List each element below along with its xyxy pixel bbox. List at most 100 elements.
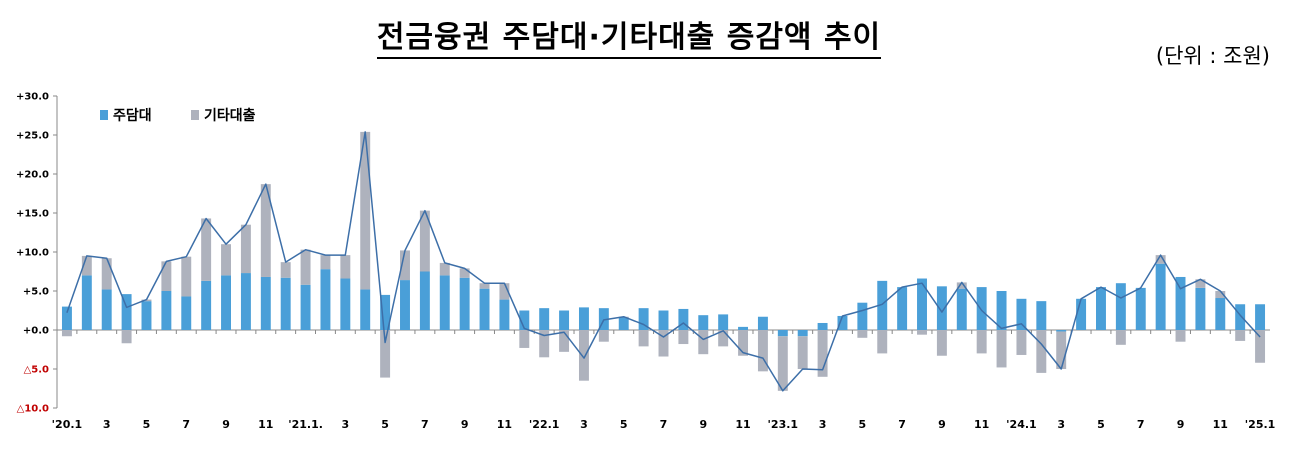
other-loan-bar (519, 330, 530, 348)
other-loan-bar (221, 244, 231, 276)
mortgage-bar (1016, 298, 1027, 330)
other-loan-bar (877, 330, 888, 354)
mortgage-bar (1036, 301, 1047, 330)
other-loan-bar (678, 330, 689, 345)
mortgage-bar (201, 280, 212, 330)
x-tick-label: 7 (898, 418, 906, 431)
mortgage-bar (61, 306, 72, 330)
x-tick-label: 11 (1213, 418, 1228, 431)
mortgage-bar (260, 276, 271, 330)
mortgage-bar (698, 315, 709, 330)
unit-label: (단위 : 조원) (1155, 44, 1270, 68)
other-loan-bar (936, 330, 947, 356)
mortgage-bar (718, 314, 729, 330)
mortgage-bar (459, 277, 470, 330)
x-tick-label: 5 (859, 418, 867, 431)
x-tick-label: 3 (342, 418, 350, 431)
mortgage-bar (340, 278, 351, 330)
other-loan-bar (1016, 330, 1027, 355)
other-loan-bar (1036, 330, 1047, 373)
other-loan-bar (658, 330, 669, 357)
y-tick-label: △5.0 (24, 365, 49, 376)
mortgage-bar (1195, 287, 1206, 330)
other-loan-bar (757, 330, 768, 372)
mortgage-bar (141, 301, 152, 330)
mortgage-bar (1056, 330, 1067, 332)
x-tick-label: 7 (660, 418, 668, 431)
mortgage-bar (578, 307, 589, 330)
other-loan-bar (1195, 279, 1206, 288)
mortgage-bar (380, 294, 391, 330)
chart-title-text: 전금융권 주담대·기타대출 증감액 추이 (376, 20, 882, 59)
other-loan-bar (559, 330, 570, 352)
mortgage-bar (81, 275, 92, 330)
mortgage-bar (479, 288, 490, 330)
mortgage-bar (1155, 263, 1166, 330)
mortgage-bar (956, 288, 967, 330)
mortgage-bar (777, 330, 788, 337)
y-tick-label: +10.0 (16, 248, 49, 259)
mortgage-bar (280, 277, 291, 330)
x-tick-label: 11 (735, 418, 750, 431)
other-loan-bar (400, 250, 410, 281)
x-tick-label: 3 (819, 418, 827, 431)
other-loan-bar (280, 262, 291, 278)
mortgage-bar (797, 330, 808, 337)
mortgage-bar (400, 280, 410, 330)
x-tick-label: '22.1 (529, 418, 560, 431)
mortgage-bar (161, 291, 172, 330)
mortgage-bar (499, 299, 510, 330)
legend-swatch-mortgage (100, 110, 108, 120)
other-loan-bar (240, 224, 251, 274)
x-tick-label: 5 (1097, 418, 1105, 431)
x-tick-label: '25.1 (1245, 418, 1276, 431)
legend-label-mortgage: 주담대 (113, 107, 152, 124)
mortgage-bar (857, 302, 868, 330)
other-loan-bar (320, 255, 331, 270)
x-tick-label: 9 (461, 418, 469, 431)
mortgage-bar (439, 275, 450, 330)
other-loan-bar (101, 258, 112, 290)
mortgage-bar (638, 308, 649, 330)
mortgage-bar (897, 287, 908, 330)
total-change-line (66, 131, 1261, 392)
x-tick-label: 9 (938, 418, 946, 431)
mortgage-bar (598, 308, 609, 330)
mortgage-bar (976, 287, 987, 330)
mortgage-bar (1076, 298, 1087, 330)
x-tick-label: 9 (1177, 418, 1185, 431)
chart-title: 전금융권 주담대·기타대출 증감액 추이 (0, 12, 1258, 59)
other-loan-bar (439, 262, 450, 276)
mortgage-bar (539, 308, 550, 330)
mortgage-bar (519, 310, 530, 330)
other-loan-bar (121, 330, 132, 344)
other-loan-bar (578, 330, 589, 381)
mortgage-bar (1115, 283, 1126, 330)
mortgage-bar (221, 275, 231, 330)
other-loan-bar (161, 261, 172, 291)
x-tick-label: 7 (182, 418, 190, 431)
other-loan-bar (996, 330, 1007, 368)
y-tick-label: +25.0 (16, 131, 49, 142)
other-loan-bar (479, 283, 490, 289)
mortgage-bar (917, 278, 927, 330)
other-loan-bar (499, 283, 510, 300)
mortgage-bar (101, 289, 112, 330)
x-tick-label: 11 (258, 418, 273, 431)
other-loan-bar (738, 330, 749, 356)
other-loan-bar (598, 330, 609, 342)
mortgage-bar (121, 294, 132, 330)
mortgage-bar (837, 315, 848, 330)
mortgage-bar (300, 284, 311, 330)
total-line (66, 131, 1261, 392)
other-loan-bar (360, 131, 371, 290)
other-loan-bar (1155, 255, 1166, 264)
other-loan-bar (419, 210, 430, 272)
mortgage-bar (877, 280, 888, 330)
bars (61, 131, 1266, 391)
other-loan-bar (260, 184, 271, 277)
other-loan-bar (1056, 331, 1067, 369)
x-tick-label: 3 (580, 418, 588, 431)
x-tick-label: 5 (620, 418, 628, 431)
